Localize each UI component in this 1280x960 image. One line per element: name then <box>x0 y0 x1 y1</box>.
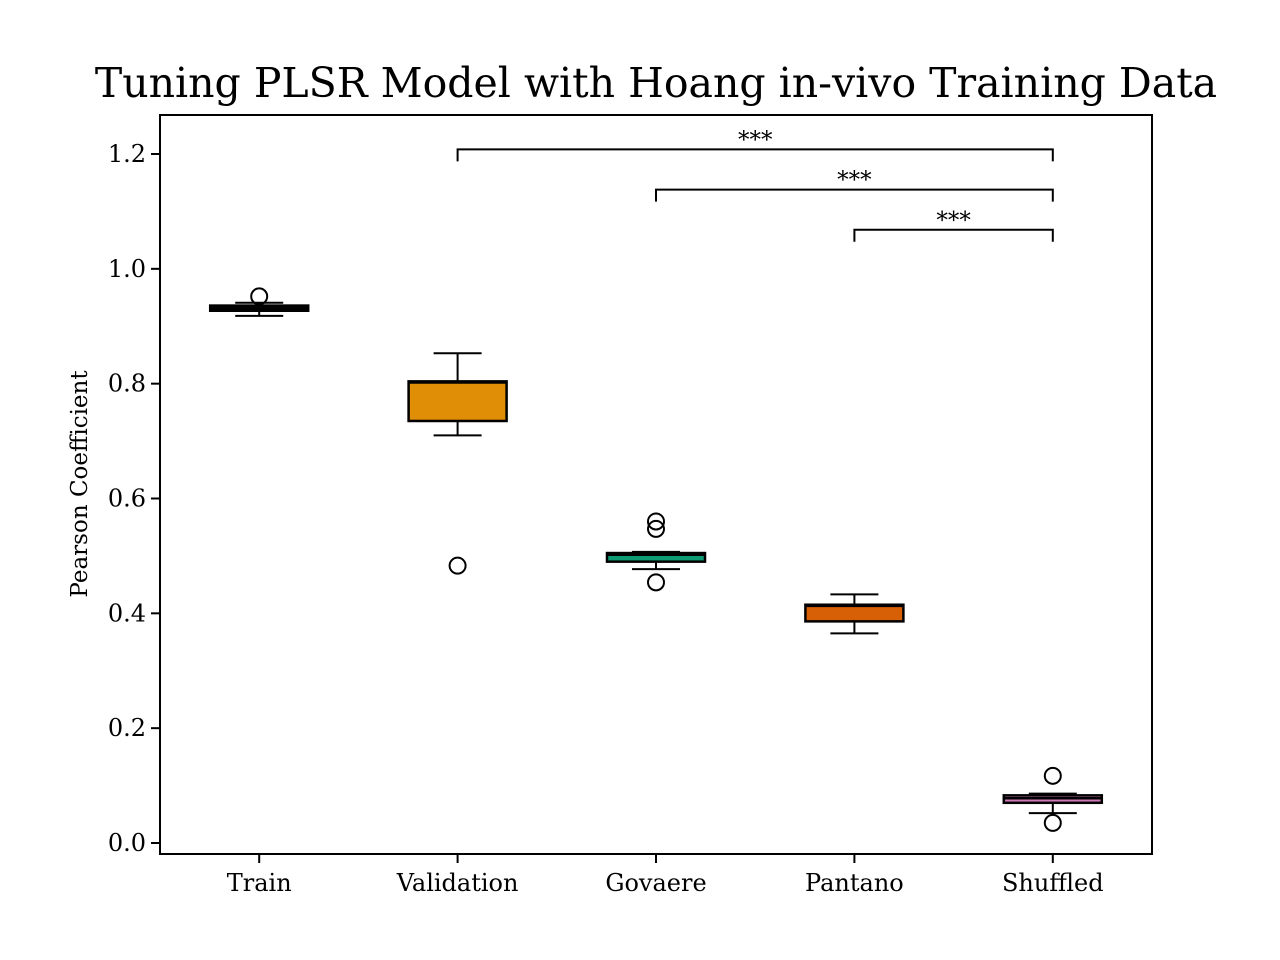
outlier-point-shuffled <box>1043 813 1062 832</box>
box-validation <box>407 380 508 423</box>
outlier-point-govaere <box>647 512 665 531</box>
significance-label: *** <box>936 208 971 234</box>
y-tick-label: 0.6 <box>108 485 146 513</box>
chart-title: Tuning PLSR Model with Hoang in-vivo Tra… <box>95 59 1217 107</box>
y-tick-label: 0.4 <box>108 599 146 627</box>
significance-bracket <box>456 148 1054 162</box>
outlier-point-govaere <box>647 573 665 592</box>
y-tick-label: 0.8 <box>108 370 146 398</box>
box-pantano <box>804 603 905 623</box>
x-tick-label: Govaere <box>605 869 706 897</box>
outlier-point-train <box>250 287 269 306</box>
box-govaere <box>605 551 707 563</box>
x-tick-label: Train <box>227 869 292 897</box>
significance-label: *** <box>738 127 773 153</box>
y-tick-label: 1.2 <box>108 140 146 168</box>
y-tick-label: 1.0 <box>108 255 146 283</box>
x-tick-label: Shuffled <box>1002 869 1104 897</box>
y-tick-label: 0.0 <box>108 829 146 857</box>
significance-bracket <box>853 228 1054 242</box>
outlier-point-validation <box>448 556 467 575</box>
plot-area: 0.0 0.2 0.4 0.6 0.8 1.0 1.2 Train Validation Gova… <box>108 127 1104 897</box>
significance-label: *** <box>837 168 872 194</box>
significance-bracket <box>655 188 1054 202</box>
y-axis-label: Pearson Coefficient <box>67 370 93 598</box>
x-tick-label: Validation <box>396 869 519 897</box>
outlier-point-shuffled <box>1043 766 1062 785</box>
outlier-point-govaere <box>647 519 665 538</box>
plot-frame <box>159 114 1153 855</box>
y-tick-label: 0.2 <box>108 714 146 742</box>
x-tick-label: Pantano <box>805 869 904 897</box>
